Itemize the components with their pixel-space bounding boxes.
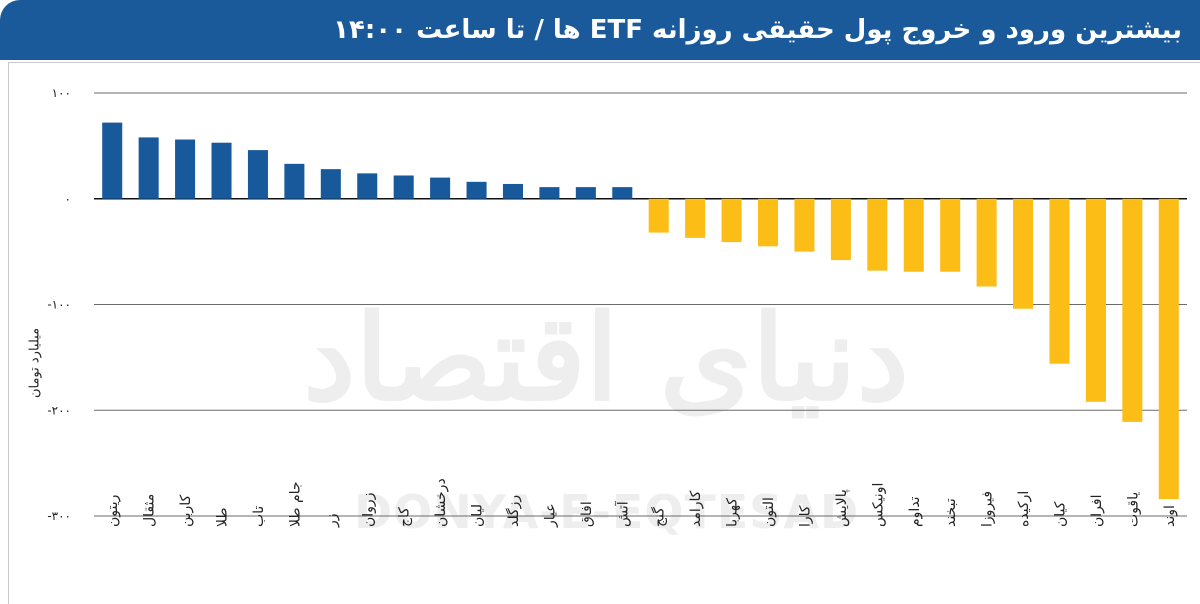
x-tick-label: زر	[324, 513, 340, 528]
y-tick-label: -۳۰۰	[47, 509, 71, 523]
bar	[648, 198, 669, 233]
x-tick-label: لیان	[470, 504, 486, 527]
bar	[721, 198, 742, 243]
x-tick-label: رزگلد	[505, 495, 522, 527]
bar	[1085, 198, 1106, 402]
bar	[976, 198, 997, 287]
bar	[757, 198, 779, 247]
y-tick-label: ۱۰۰	[52, 86, 71, 100]
bar	[466, 181, 487, 199]
bar	[1049, 198, 1070, 364]
bar	[175, 139, 196, 199]
bar	[1122, 198, 1143, 422]
bar	[284, 163, 305, 199]
bar	[685, 198, 706, 238]
bar	[1158, 198, 1179, 500]
x-tick-label: ریتون	[105, 495, 121, 527]
bar	[867, 198, 888, 271]
x-tick-label: مثقال	[142, 494, 158, 527]
x-tick-label: درخشان	[433, 478, 449, 527]
x-tick-label: کارامد	[688, 490, 704, 527]
bar	[1013, 198, 1034, 309]
y-axis-label: میلیارد تومان	[27, 327, 43, 399]
bar	[502, 183, 524, 199]
bar	[430, 177, 451, 199]
bar	[357, 173, 378, 199]
watermark-logo-fa: دنیای اقتصاد	[302, 288, 909, 427]
y-tick-label: -۲۰۰	[47, 403, 71, 417]
x-tick-label: تداوم	[907, 496, 923, 527]
bar	[211, 142, 232, 199]
x-tick-label: فیروزا	[980, 491, 996, 527]
bar	[320, 169, 341, 199]
y-tick-label: ۰	[65, 192, 71, 206]
x-tick-label: جام طلا	[287, 481, 303, 527]
x-tick-label: کارا	[797, 505, 813, 527]
x-tick-label: تاب	[251, 506, 267, 527]
x-tick-label: کیان	[1052, 501, 1068, 527]
bar	[138, 137, 159, 199]
bar	[102, 122, 123, 199]
x-tick-label: التون	[761, 497, 777, 527]
x-tick-label: یاقوت	[1125, 492, 1141, 527]
x-tick-label: افاق	[579, 501, 595, 527]
bar	[903, 198, 924, 272]
bar	[794, 198, 815, 252]
watermark-logo-en: DONYA-E-EQTESAD	[354, 485, 860, 539]
bar-chart: ۱۰۰ ۰ -۱۰۰ -۲۰۰ -۳۰۰ ریتون مثقال کاربن طلا تاب جام…	[47, 86, 1187, 528]
x-tick-label: طلا	[215, 508, 231, 528]
x-tick-label: کاربن	[178, 494, 194, 527]
x-tick-label: اوند	[1162, 505, 1178, 527]
x-tick-label: کهربا	[725, 498, 741, 527]
x-tick-label: تبخند	[943, 498, 959, 527]
bar	[393, 175, 414, 199]
y-tick-label: -۱۰۰	[47, 298, 71, 312]
x-tick-label: کاج	[397, 507, 413, 527]
title-bar: بیشترین ورود و خروج پول حقیقی روزانه ETF…	[0, 0, 1200, 60]
x-tick-label: گنج	[651, 507, 668, 527]
x-tick-label: عیار	[542, 503, 558, 528]
bar	[940, 198, 961, 272]
bar	[612, 187, 633, 199]
x-tick-label: افران	[1089, 495, 1105, 527]
x-tick-label: اونیکس	[870, 483, 886, 527]
chart-area: دنیای اقتصاد DONYA-E-EQTESAD ۱۰۰ ۰ -۱۰۰ -۲۰…	[8, 62, 1200, 604]
x-tick-label: پالایش	[834, 489, 850, 527]
x-tick-label: ارکیده	[1016, 491, 1032, 527]
x-tick-label: آتش	[614, 500, 631, 527]
x-tick-label: زروان	[360, 493, 376, 527]
bar	[575, 187, 596, 199]
chart-title: بیشترین ورود و خروج پول حقیقی روزانه ETF…	[333, 15, 1182, 45]
bar	[830, 198, 851, 261]
bar	[539, 187, 560, 199]
bar	[247, 150, 268, 199]
